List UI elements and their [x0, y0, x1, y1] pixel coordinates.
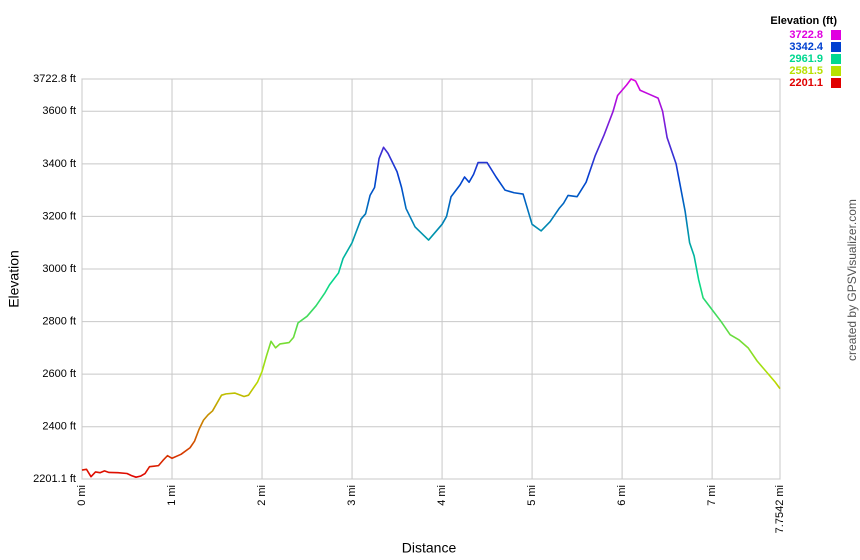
legend-title: Elevation (ft): [770, 15, 837, 27]
y-tick-label: 3000 ft: [42, 263, 76, 275]
y-tick-label: 2800 ft: [42, 315, 76, 327]
x-tick-label: 1 mi: [166, 485, 178, 506]
legend-label: 2961.9: [789, 53, 823, 65]
legend-label: 3342.4: [789, 41, 824, 53]
x-tick-label: 7.7542 mi: [774, 485, 786, 533]
credit: created by GPSVisualizer.com: [845, 199, 859, 361]
x-tick-label: 4 mi: [436, 485, 448, 506]
legend-swatch: [831, 42, 841, 52]
x-tick-label: 0 mi: [76, 485, 88, 506]
y-tick-label: 3722.8 ft: [33, 73, 76, 85]
y-tick-label: 3600 ft: [42, 105, 76, 117]
legend-label: 3722.8: [789, 29, 823, 41]
x-tick-label: 2 mi: [256, 485, 268, 506]
x-tick-label: 3 mi: [346, 485, 358, 506]
y-tick-label: 2600 ft: [42, 368, 76, 380]
y-tick-label: 2201.1 ft: [33, 473, 76, 485]
legend-label: 2581.5: [789, 65, 823, 77]
y-tick-label: 2400 ft: [42, 421, 76, 433]
legend-swatch: [831, 78, 841, 88]
x-axis-title: Distance: [402, 540, 457, 556]
legend-swatch: [831, 66, 841, 76]
y-axis-title: Elevation: [6, 250, 22, 308]
x-tick-label: 7 mi: [706, 485, 718, 506]
y-tick-label: 3400 ft: [42, 158, 76, 170]
x-tick-label: 5 mi: [526, 485, 538, 506]
x-tick-label: 6 mi: [616, 485, 628, 506]
legend-label: 2201.1: [789, 77, 823, 89]
elevation-line: [81, 78, 781, 478]
legend-swatch: [831, 54, 841, 64]
y-tick-label: 3200 ft: [42, 210, 76, 222]
plot-frame: [81, 78, 781, 480]
legend-swatch: [831, 30, 841, 40]
